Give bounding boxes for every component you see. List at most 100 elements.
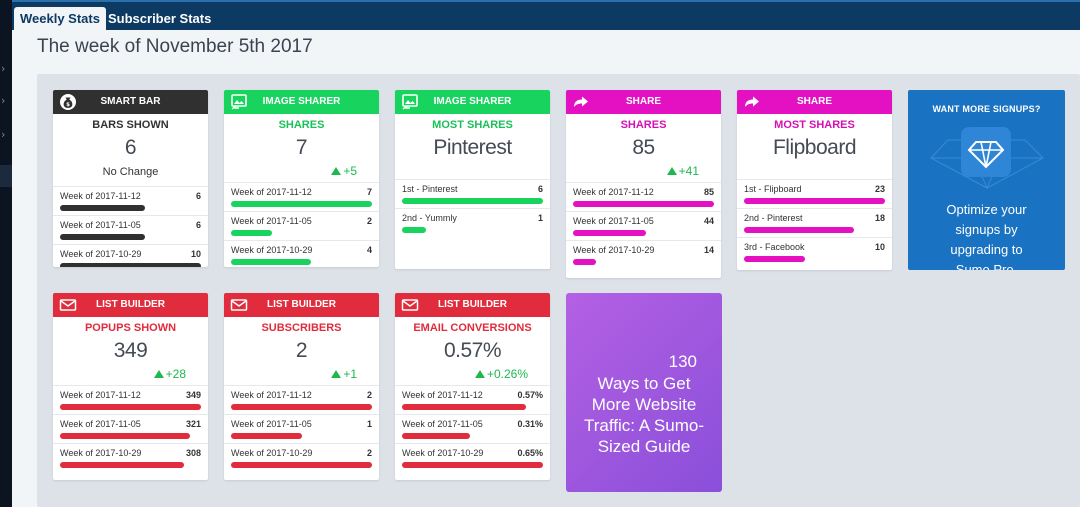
envelope-icon <box>230 299 248 311</box>
stat-row: 3rd - Facebook 10 <box>737 237 892 266</box>
stat-row-value: 0.65% <box>517 448 543 458</box>
envelope-icon <box>59 299 77 311</box>
promo-text: Optimize your signups by upgrading to Su… <box>908 200 1065 270</box>
card-header-label: LIST BUILDER <box>267 299 336 310</box>
stat-row-text: Week of 2017-11-05 1 <box>231 419 372 429</box>
stat-row: Week of 2017-11-12 6 <box>53 186 208 215</box>
stat-row-label: Week of 2017-11-05 <box>231 216 312 226</box>
stat-row-label: Week of 2017-11-12 <box>573 187 654 197</box>
stat-row-value: 2 <box>366 390 372 400</box>
metric-label: SUBSCRIBERS <box>261 322 342 334</box>
stat-row-label: 3rd - Facebook <box>744 242 805 252</box>
delta-indicator: +5 <box>224 164 379 179</box>
stat-row: Week of 2017-11-12 85 <box>566 182 721 211</box>
stat-row-text: Week of 2017-11-05 2 <box>231 216 372 226</box>
stat-row-value: 14 <box>703 245 714 255</box>
smart-bar-card[interactable]: $ SMART BAR BARS SHOWN 6 No Change Week … <box>53 90 208 267</box>
image-sharer-shares-card[interactable]: IMAGE SHARER SHARES 7 +5 Week of 2017-11… <box>224 90 379 267</box>
stat-row-bar <box>231 259 312 265</box>
stat-row: Week of 2017-10-29 308 <box>53 443 208 472</box>
stat-row-value: 6 <box>195 220 201 230</box>
stat-row-value: 0.31% <box>517 419 543 429</box>
stat-row-text: 1st - Pinterest 6 <box>402 184 543 194</box>
stat-row-value: 6 <box>195 191 201 201</box>
metric-value: 85 <box>632 136 655 159</box>
delta-indicator: +1 <box>224 367 379 382</box>
delta-value: +41 <box>678 164 699 178</box>
stat-row-label: Week of 2017-10-29 <box>402 448 484 458</box>
stat-row-bar <box>60 433 190 439</box>
card-header-label: LIST BUILDER <box>438 299 507 310</box>
stat-row-label: Week of 2017-11-05 <box>60 419 141 429</box>
chevron-right-icon[interactable]: › <box>1 62 6 75</box>
stat-row-label: Week of 2017-11-05 <box>573 216 654 226</box>
stat-row-label: Week of 2017-10-29 <box>60 249 142 259</box>
main-content: The week of November 5th 2017 $ SMART BA… <box>12 30 1080 507</box>
stat-row-text: Week of 2017-11-12 85 <box>573 187 714 197</box>
stat-row-bar <box>60 462 185 468</box>
chevron-right-icon[interactable]: › <box>1 128 6 141</box>
stat-row-bar <box>231 433 302 439</box>
share-arrow-icon <box>574 96 588 107</box>
image-share-icon <box>402 94 418 110</box>
card-header: SHARE <box>737 90 892 114</box>
stat-row-value: 6 <box>537 184 543 194</box>
stat-row-bar <box>231 201 372 207</box>
stat-row: Week of 2017-11-12 2 <box>224 385 379 414</box>
metric-label: SHARES <box>278 119 325 131</box>
chevron-right-icon[interactable]: › <box>1 94 6 107</box>
delta-value: +5 <box>343 164 357 178</box>
stat-row-value: 23 <box>874 184 885 194</box>
card-header: $ SMART BAR <box>53 90 208 114</box>
stat-row: Week of 2017-11-05 2 <box>224 211 379 240</box>
tab-subscriber-stats[interactable]: Subscriber Stats <box>108 11 212 26</box>
share-shares-card[interactable]: SHARE SHARES 85 +41 Week of 2017-11-12 85… <box>566 90 721 278</box>
metric-value: 7 <box>295 136 308 159</box>
stat-row-label: Week of 2017-11-12 <box>60 390 141 400</box>
metric-label: MOST SHARES <box>774 119 855 131</box>
email-conversions-card[interactable]: LIST BUILDER EMAIL CONVERSIONS 0.57% +0.… <box>395 293 550 480</box>
delta-value: +1 <box>343 367 357 381</box>
popups-shown-card[interactable]: LIST BUILDER POPUPS SHOWN 349 +28 Week o… <box>53 293 208 480</box>
subscribers-card[interactable]: LIST BUILDER SUBSCRIBERS 2 +1 Week of 20… <box>224 293 379 480</box>
card-header: IMAGE SHARER <box>395 90 550 114</box>
sumo-guide-promo[interactable]: 130 Ways to Get More Website Traffic: A … <box>566 293 722 492</box>
sidebar-highlight <box>0 165 12 187</box>
image-sharer-most-shares-card[interactable]: IMAGE SHARER MOST SHARES Pinterest 1st -… <box>395 90 550 269</box>
metric-value: 0.57% <box>443 339 502 362</box>
stat-row-label: Week of 2017-10-29 <box>573 245 655 255</box>
guide-title-line: Sized Guide <box>597 437 691 456</box>
stat-row-value: 18 <box>874 213 885 223</box>
stat-row-value: 10 <box>190 249 201 259</box>
delta-indicator: +0.26% <box>395 367 550 382</box>
stat-row-label: 2nd - Yummly <box>402 213 457 223</box>
stat-row-text: 2nd - Yummly 1 <box>402 213 543 223</box>
delta-value: +28 <box>165 367 186 381</box>
arrow-up-icon <box>474 370 485 378</box>
metric-label: POPUPS SHOWN <box>84 322 177 334</box>
stat-row-bar <box>402 227 426 233</box>
stat-row: Week of 2017-11-05 44 <box>566 211 721 240</box>
stat-row-text: 1st - Flipboard 23 <box>744 184 885 194</box>
tab-weekly-stats[interactable]: Weekly Stats <box>14 7 106 32</box>
stat-row-text: Week of 2017-11-05 0.31% <box>402 419 543 429</box>
promo-text-line: Sumo Pro. <box>955 262 1018 270</box>
stat-row-label: Week of 2017-10-29 <box>60 448 142 458</box>
stat-row-bar <box>573 201 714 207</box>
stat-row-text: Week of 2017-11-12 0.57% <box>402 390 543 400</box>
stat-row-text: Week of 2017-10-29 0.65% <box>402 448 543 458</box>
left-sidebar-strip: › › › <box>0 0 12 507</box>
share-most-shares-card[interactable]: SHARE MOST SHARES Flipboard 1st - Flipbo… <box>737 90 892 270</box>
metric-label: EMAIL CONVERSIONS <box>413 322 532 334</box>
stat-row-label: Week of 2017-10-29 <box>231 448 313 458</box>
stat-row-value: 10 <box>874 242 885 252</box>
stat-row-text: 2nd - Pinterest 18 <box>744 213 885 223</box>
delta-value: +0.26% <box>486 367 528 381</box>
stat-row: Week of 2017-11-05 321 <box>53 414 208 443</box>
metric-value: 2 <box>295 339 308 362</box>
stat-row-text: Week of 2017-11-05 321 <box>60 419 201 429</box>
stat-row-value: 349 <box>185 390 201 400</box>
stat-row-bar <box>744 256 805 262</box>
stat-row-value: 2 <box>366 448 372 458</box>
want-more-signups-promo[interactable]: WANT MORE SIGNUPS? Optimize your signups… <box>908 90 1065 270</box>
